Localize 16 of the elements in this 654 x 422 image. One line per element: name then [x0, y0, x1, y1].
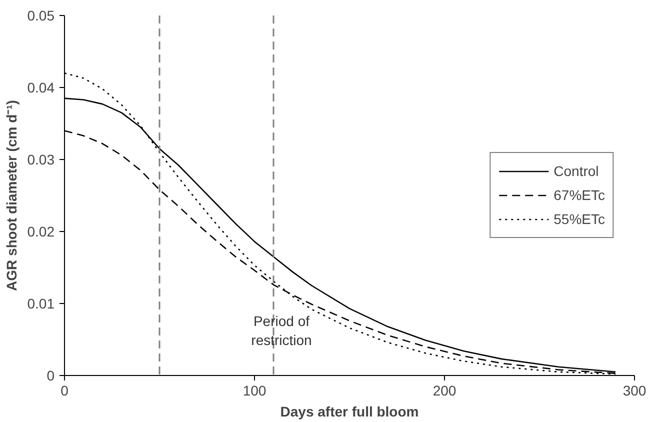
legend-label: Control	[554, 163, 599, 179]
x-tick-label: 0	[60, 382, 69, 398]
legend-label: 55%ETc	[554, 211, 605, 227]
y-tick-label: 0.02	[27, 224, 55, 240]
annotation: Period of restriction	[251, 312, 312, 348]
x-tick-label: 300	[622, 382, 646, 398]
y-axis-title: AGR shoot diameter (cm d⁻¹)	[3, 100, 20, 291]
x-tick-label: 100	[242, 382, 266, 398]
y-tick-label: 0.03	[27, 152, 55, 168]
y-tick-label: 0.04	[27, 80, 55, 96]
x-axis-title: Days after full bloom	[280, 404, 419, 420]
x-tick-label: 200	[432, 382, 456, 398]
y-tick-label: 0	[46, 368, 55, 384]
legend-label: 67%ETc	[554, 187, 605, 203]
y-tick-label: 0.01	[27, 296, 55, 312]
y-tick-label: 0.05	[27, 8, 55, 24]
